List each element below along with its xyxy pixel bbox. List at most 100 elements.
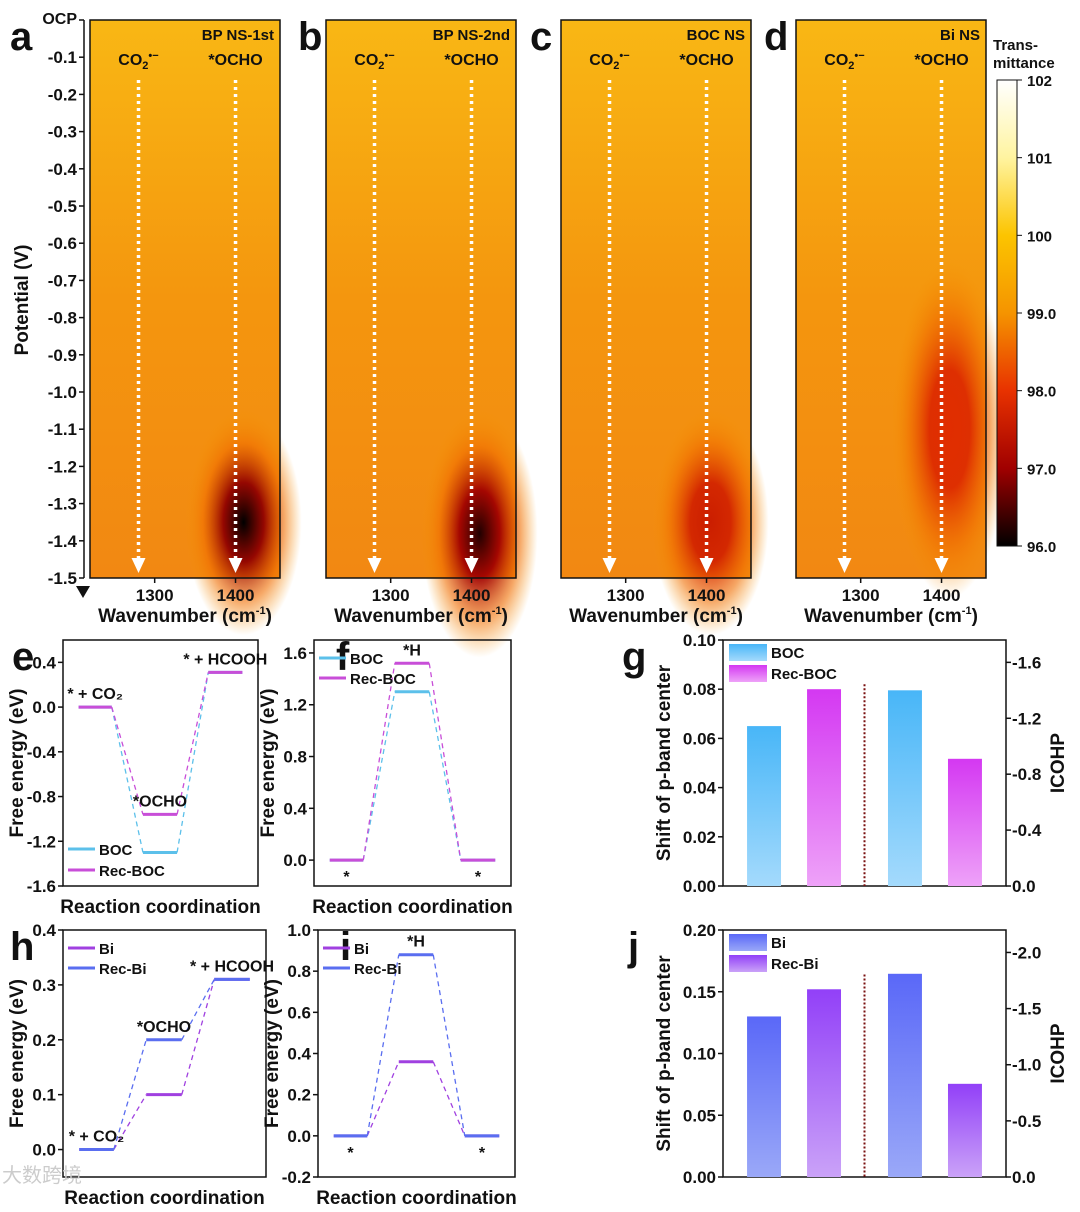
y-tick-label: 0.10 [683, 1045, 716, 1064]
band-label: *OCHO [679, 52, 733, 69]
transition-line [113, 1039, 147, 1150]
step-label: * + CO₂ [67, 686, 123, 703]
y-tick-label: -0.2 [282, 1168, 311, 1187]
bar-p-band-bi [747, 1016, 782, 1177]
x-axis-label: Reaction coordination [312, 897, 513, 918]
arrow-head-icon [934, 558, 949, 573]
y2-tick-label: -1.5 [1012, 1000, 1041, 1019]
step-label: * [475, 869, 482, 886]
y-tick-label: -1.2 [48, 457, 77, 476]
transition-line [111, 706, 144, 815]
band-label-base: *OCHO [208, 52, 262, 69]
legend-swatch [729, 934, 767, 951]
colorbar-tick-label: 96.0 [1027, 539, 1056, 556]
band-label-sup: •− [619, 50, 629, 62]
transition-line [432, 954, 466, 1136]
band-label: *OCHO [208, 52, 262, 69]
series-rec-bi [79, 977, 250, 1152]
panel-title: BOC NS [687, 27, 745, 44]
arrow-head-icon [367, 558, 382, 573]
arrow-head-icon [464, 558, 479, 573]
ocho-absorption-feature [891, 260, 1008, 598]
chart-panel-g: 0.00 0.02 0.04 0.06 0.08 0.10 g 0.0 -0.4 -0.8 -1.2… [622, 631, 1069, 896]
x-tick-label: 1300 [607, 586, 645, 605]
panel-title: BP NS-2nd [433, 27, 510, 44]
y2-tick-label: -1.6 [1012, 653, 1041, 672]
transition-line [176, 672, 209, 815]
y-tick-label: 0.8 [287, 962, 311, 981]
y-tick-label: 0.0 [32, 1141, 56, 1160]
plot-frame [313, 639, 512, 887]
y2-tick-label: -2.0 [1012, 943, 1041, 962]
chart-panel-f: 0.00.40.81.21.6fFree energy (eV)Reaction… [258, 635, 513, 918]
legend-label: Rec-Bi [771, 956, 819, 973]
y-tick-label: 0.0 [32, 698, 56, 717]
y-tick-label: 0.06 [683, 729, 716, 748]
y2-axis-label: ICOHP [1048, 733, 1069, 794]
series-rec-bi [333, 953, 500, 1138]
y-tick-label: 0.15 [683, 983, 716, 1002]
series-rec-boc [78, 670, 243, 816]
band-label-sup: •− [148, 50, 158, 62]
band-label: CO2•− [354, 50, 394, 72]
legend-label: Bi [99, 941, 114, 958]
panel-letter: d [764, 15, 788, 59]
band-label-sub: 2 [378, 60, 384, 72]
panel-letter: c [530, 15, 552, 59]
band-label-base: CO [589, 52, 613, 69]
panel-title: Bi NS [940, 27, 980, 44]
arrow-head-icon [228, 558, 243, 573]
panel-letter: b [298, 15, 322, 59]
potential-axis: OCP -0.1 -0.2 -0.3 -0.4 -0.5 -0.6 -0.7 -0.8 -0.9 -… [12, 11, 90, 598]
band-label-sup: •− [384, 50, 394, 62]
colorbar-tick-label: 100 [1027, 228, 1052, 245]
panel-letter: j [627, 925, 639, 969]
bar-p-band-rec-boc [807, 689, 842, 886]
transition-line [428, 691, 462, 861]
band-label-base: *OCHO [914, 52, 968, 69]
step-label: * + HCOOH [190, 958, 274, 975]
legend-label: Rec-BOC [99, 863, 165, 880]
legend-swatch [729, 665, 767, 682]
x-axis-label: Wavenumber (cm-1) [334, 605, 508, 627]
chart-panel-j: 0.00 0.05 0.10 0.15 0.20 j 0.0 -0.5 -1.0 -1.5 -2.0… [627, 921, 1069, 1187]
arrow-head-icon [699, 558, 714, 573]
band-label-sub: 2 [848, 60, 854, 72]
step-label: *H [407, 934, 425, 951]
y2-axis-label: ICOHP [1048, 1023, 1069, 1084]
y-tick-label: 0.2 [32, 1031, 56, 1050]
bar-icohp-boc [887, 690, 922, 886]
plot-frame [62, 639, 259, 887]
watermark: 大数跨境 [2, 1164, 82, 1187]
x-tick-label: 1400 [688, 586, 726, 605]
colorbar-tick-label: 99.0 [1027, 306, 1056, 323]
transition-line [176, 672, 209, 853]
step-label: * + CO₂ [69, 1129, 125, 1146]
bar-icohp-rec-bi [947, 1083, 982, 1177]
transition-line [113, 1094, 147, 1150]
band-label-sub: 2 [142, 60, 148, 72]
legend-label: Rec-Bi [99, 961, 147, 978]
transition-line [366, 954, 400, 1136]
y2-tick-label: 0.0 [1012, 877, 1036, 896]
y-tick-label: 1.0 [287, 921, 311, 940]
y2-tick-label: -0.4 [1012, 821, 1042, 840]
y-tick-label: -0.5 [48, 197, 77, 216]
panel-title: BP NS-1st [202, 27, 274, 44]
step-label: * [343, 869, 350, 886]
y-tick-label: -1.2 [27, 832, 56, 851]
y2-tick-label: 0.0 [1012, 1168, 1036, 1187]
legend-label: BOC [350, 651, 384, 668]
arrow-head-icon [837, 558, 852, 573]
bar-icohp-rec-boc [947, 758, 982, 886]
bar-icohp-bi [887, 973, 922, 1177]
colorbar-tick-label: 98.0 [1027, 384, 1056, 401]
colorbar-tick-label: 102 [1027, 73, 1052, 90]
colorbar-gradient [996, 79, 1018, 547]
y-axis-label: Free energy (eV) [258, 689, 279, 838]
chart-panel-e: -1.6 -1.2 -0.8 -0.4 0.0 0.4e Free energy (eV) R… [7, 635, 267, 918]
legend-label: Rec-BOC [771, 666, 837, 683]
